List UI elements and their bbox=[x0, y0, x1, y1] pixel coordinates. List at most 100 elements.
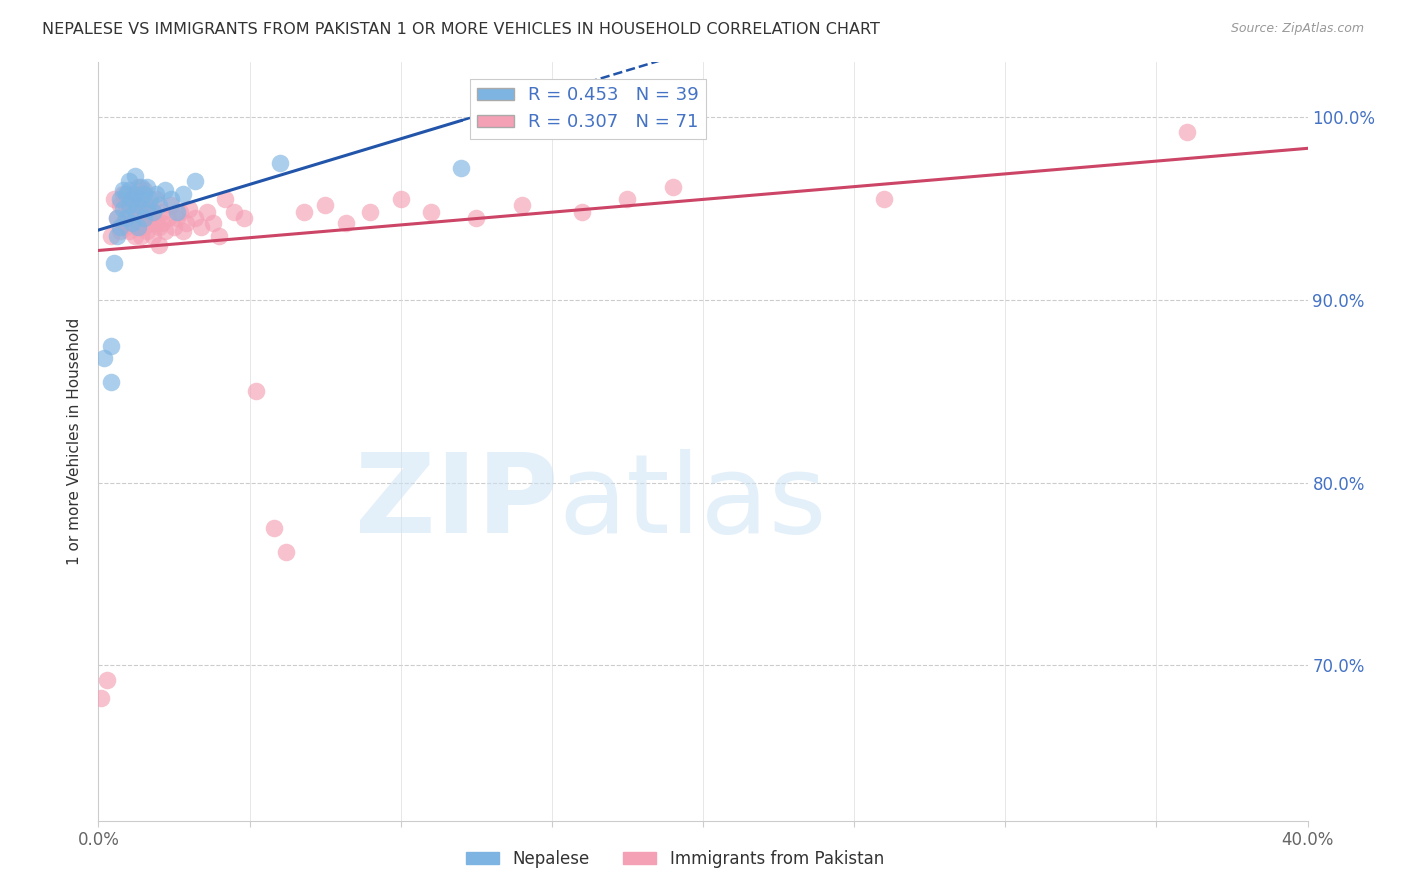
Point bbox=[139, 216, 162, 230]
Point bbox=[100, 338, 122, 352]
Point bbox=[124, 186, 146, 201]
Point bbox=[420, 205, 443, 219]
Point bbox=[127, 198, 149, 212]
Point bbox=[132, 186, 155, 201]
Point bbox=[142, 205, 165, 219]
Point bbox=[465, 211, 488, 225]
Point bbox=[510, 198, 533, 212]
Point bbox=[142, 205, 165, 219]
Point bbox=[172, 223, 194, 237]
Point bbox=[108, 223, 131, 237]
Point bbox=[105, 211, 128, 225]
Point bbox=[661, 179, 683, 194]
Point bbox=[121, 193, 143, 207]
Point bbox=[156, 211, 179, 225]
Point bbox=[114, 186, 136, 201]
Point bbox=[360, 205, 382, 219]
Point bbox=[179, 202, 201, 216]
Point bbox=[132, 219, 155, 234]
Point bbox=[111, 202, 134, 216]
Point bbox=[129, 229, 152, 244]
Point bbox=[616, 193, 638, 207]
Point bbox=[202, 216, 225, 230]
Text: atlas: atlas bbox=[558, 449, 827, 556]
Point bbox=[132, 198, 155, 212]
Point bbox=[139, 202, 162, 216]
Point bbox=[114, 211, 136, 225]
Point bbox=[118, 223, 141, 237]
Y-axis label: 1 or more Vehicles in Household: 1 or more Vehicles in Household bbox=[67, 318, 83, 566]
Point bbox=[153, 183, 176, 197]
Point bbox=[135, 223, 157, 237]
Point bbox=[145, 193, 167, 207]
Point bbox=[108, 198, 131, 212]
Point bbox=[124, 211, 146, 225]
Point bbox=[208, 229, 231, 244]
Point bbox=[195, 205, 218, 219]
Point bbox=[174, 216, 197, 230]
Point bbox=[132, 183, 155, 197]
Point bbox=[111, 183, 134, 197]
Point bbox=[127, 219, 149, 234]
Point bbox=[1175, 125, 1198, 139]
Point bbox=[335, 216, 357, 230]
Point bbox=[571, 205, 593, 219]
Point bbox=[166, 205, 188, 219]
Point bbox=[148, 238, 170, 252]
Point bbox=[127, 179, 149, 194]
Point bbox=[118, 198, 141, 212]
Point bbox=[135, 179, 157, 194]
Point bbox=[145, 186, 167, 201]
Point bbox=[184, 174, 207, 188]
Point bbox=[96, 673, 118, 687]
Point bbox=[111, 216, 134, 230]
Point bbox=[160, 198, 183, 212]
Point bbox=[129, 179, 152, 194]
Text: NEPALESE VS IMMIGRANTS FROM PAKISTAN 1 OR MORE VEHICLES IN HOUSEHOLD CORRELATION: NEPALESE VS IMMIGRANTS FROM PAKISTAN 1 O… bbox=[42, 22, 880, 37]
Point bbox=[224, 205, 246, 219]
Text: ZIP: ZIP bbox=[354, 449, 558, 556]
Point bbox=[245, 384, 267, 399]
Point bbox=[111, 186, 134, 201]
Point bbox=[100, 229, 122, 244]
Point bbox=[139, 193, 162, 207]
Point bbox=[263, 521, 285, 535]
Point bbox=[153, 223, 176, 237]
Point bbox=[190, 219, 212, 234]
Point bbox=[124, 169, 146, 183]
Point bbox=[314, 198, 336, 212]
Point bbox=[114, 198, 136, 212]
Point bbox=[132, 211, 155, 225]
Point bbox=[148, 198, 170, 212]
Point bbox=[148, 219, 170, 234]
Point bbox=[121, 216, 143, 230]
Point bbox=[124, 186, 146, 201]
Legend: R = 0.453   N = 39, R = 0.307   N = 71: R = 0.453 N = 39, R = 0.307 N = 71 bbox=[470, 79, 706, 138]
Point bbox=[160, 193, 183, 207]
Text: Source: ZipAtlas.com: Source: ZipAtlas.com bbox=[1230, 22, 1364, 36]
Point bbox=[214, 193, 236, 207]
Point bbox=[118, 183, 141, 197]
Point bbox=[127, 198, 149, 212]
Point bbox=[114, 219, 136, 234]
Point bbox=[163, 219, 186, 234]
Point bbox=[150, 205, 173, 219]
Point bbox=[103, 193, 125, 207]
Point bbox=[873, 193, 896, 207]
Point bbox=[135, 202, 157, 216]
Point bbox=[124, 205, 146, 219]
Point bbox=[121, 193, 143, 207]
Point bbox=[100, 375, 122, 389]
Point bbox=[150, 216, 173, 230]
Point bbox=[90, 691, 112, 706]
Point bbox=[118, 174, 141, 188]
Point bbox=[103, 256, 125, 270]
Point bbox=[389, 193, 412, 207]
Point bbox=[169, 205, 191, 219]
Legend: Nepalese, Immigrants from Pakistan: Nepalese, Immigrants from Pakistan bbox=[460, 844, 890, 875]
Point bbox=[166, 211, 188, 225]
Point bbox=[232, 211, 254, 225]
Point bbox=[108, 193, 131, 207]
Point bbox=[118, 205, 141, 219]
Point bbox=[105, 211, 128, 225]
